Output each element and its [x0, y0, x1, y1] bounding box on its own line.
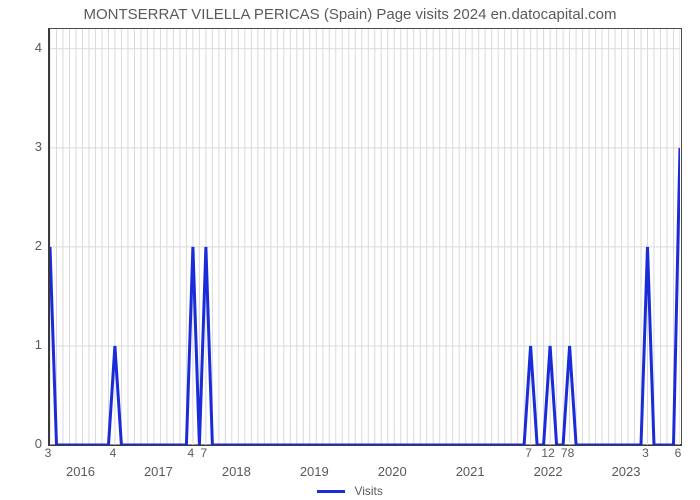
value-label: 4	[110, 446, 117, 460]
x-tick-label: 2019	[300, 464, 329, 479]
value-label: 7	[525, 446, 532, 460]
x-tick-label: 2021	[456, 464, 485, 479]
x-tick-label: 2020	[378, 464, 407, 479]
legend: Visits	[0, 484, 700, 498]
value-label: 3	[642, 446, 649, 460]
y-tick-label: 4	[12, 40, 42, 55]
x-tick-label: 2017	[144, 464, 173, 479]
chart-title: MONTSERRAT VILELLA PERICAS (Spain) Page …	[0, 6, 700, 23]
value-label: 4	[188, 446, 195, 460]
value-label: 7	[201, 446, 208, 460]
x-tick-label: 2016	[66, 464, 95, 479]
line-svg	[50, 29, 680, 445]
value-label: 6	[675, 446, 682, 460]
y-tick-label: 2	[12, 238, 42, 253]
chart-container: MONTSERRAT VILELLA PERICAS (Spain) Page …	[0, 0, 700, 500]
value-label: 78	[561, 446, 574, 460]
x-tick-label: 2022	[534, 464, 563, 479]
value-label: 12	[541, 446, 554, 460]
x-tick-label: 2018	[222, 464, 251, 479]
y-tick-label: 3	[12, 139, 42, 154]
y-tick-label: 0	[12, 436, 42, 451]
value-label: 3	[45, 446, 52, 460]
plot-area	[48, 28, 682, 446]
x-tick-label: 2023	[612, 464, 641, 479]
legend-label: Visits	[354, 484, 382, 498]
legend-swatch	[317, 490, 345, 493]
y-tick-label: 1	[12, 337, 42, 352]
